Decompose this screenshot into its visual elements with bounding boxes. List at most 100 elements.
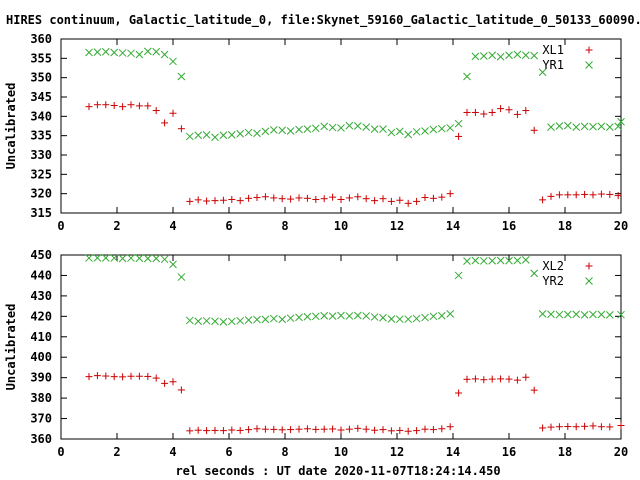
data-point xyxy=(219,196,227,204)
chart-panel-1: 0 2 4 6 8 10 12 14 16 18 20 315 320 325 330 335 340 345 35… xyxy=(4,32,628,233)
x-tick-label: 18 xyxy=(558,219,572,233)
data-point xyxy=(160,50,169,59)
y-tick-label: 350 xyxy=(30,71,52,85)
data-point xyxy=(211,133,219,142)
data-point xyxy=(203,197,211,205)
y-tick-label: 335 xyxy=(30,129,52,143)
data-point xyxy=(530,51,539,60)
data-point xyxy=(261,425,269,433)
data-point xyxy=(555,310,564,319)
data-point xyxy=(362,312,371,320)
data-point xyxy=(143,47,152,56)
data-point xyxy=(101,254,110,262)
data-point xyxy=(219,317,228,326)
x-tick-label: 16 xyxy=(502,219,516,233)
x-tick-label: 4 xyxy=(169,219,176,233)
y-tick-label: 370 xyxy=(30,412,52,426)
data-point xyxy=(513,256,522,265)
data-point xyxy=(413,197,421,205)
data-point xyxy=(354,193,362,201)
data-point xyxy=(387,197,395,205)
data-point xyxy=(286,127,295,135)
data-point xyxy=(513,50,522,59)
data-point xyxy=(413,427,421,435)
data-point xyxy=(228,195,236,203)
data-point xyxy=(261,315,270,324)
x-tick-label: 10 xyxy=(334,445,348,459)
data-point xyxy=(497,105,505,113)
data-point xyxy=(580,311,589,319)
data-point xyxy=(127,254,135,262)
data-point xyxy=(245,426,253,434)
data-point xyxy=(219,131,228,140)
data-point xyxy=(152,107,160,115)
data-point xyxy=(479,257,488,265)
data-point xyxy=(563,121,572,130)
data-point xyxy=(236,197,244,205)
data-point xyxy=(404,427,412,435)
data-point xyxy=(127,372,135,380)
data-point xyxy=(513,376,521,384)
series-XL2 xyxy=(85,372,625,435)
data-point xyxy=(102,372,110,380)
data-point xyxy=(522,373,530,381)
data-point xyxy=(387,128,396,137)
data-point xyxy=(379,195,387,203)
data-point xyxy=(337,311,345,320)
data-point xyxy=(605,123,614,132)
data-point xyxy=(581,190,589,198)
data-point xyxy=(463,72,471,81)
data-point xyxy=(471,256,480,265)
data-point xyxy=(110,102,118,110)
data-point xyxy=(589,310,597,319)
data-point xyxy=(328,123,337,132)
data-point xyxy=(194,426,202,434)
series-YR2 xyxy=(85,254,625,326)
data-point xyxy=(354,424,362,432)
x-tick-label: 8 xyxy=(281,219,288,233)
data-point xyxy=(161,119,169,127)
data-point xyxy=(278,195,286,203)
data-point xyxy=(278,315,287,324)
data-point xyxy=(455,389,463,397)
data-point xyxy=(144,102,152,110)
data-point xyxy=(93,254,102,262)
legend-label: XL1 xyxy=(542,43,564,57)
data-point xyxy=(421,194,429,202)
x-tick-label: 14 xyxy=(446,445,460,459)
data-point xyxy=(547,123,555,132)
data-point xyxy=(236,129,245,138)
data-point xyxy=(437,124,446,133)
data-point xyxy=(144,372,152,380)
data-point xyxy=(371,197,379,205)
data-point xyxy=(446,124,455,132)
data-point xyxy=(605,311,614,319)
data-point xyxy=(606,190,614,198)
data-point xyxy=(371,426,379,434)
y-tick-label: 410 xyxy=(30,330,52,344)
data-point xyxy=(303,312,312,321)
data-point xyxy=(287,426,295,434)
x-tick-label: 12 xyxy=(390,219,404,233)
data-point xyxy=(429,312,438,321)
data-point xyxy=(236,426,244,434)
data-point xyxy=(295,125,303,134)
data-point xyxy=(589,191,597,199)
data-point xyxy=(312,195,320,203)
data-point xyxy=(345,194,353,202)
data-point xyxy=(353,311,362,320)
data-point xyxy=(505,51,513,60)
data-point xyxy=(438,193,446,201)
x-tick-label: 2 xyxy=(113,219,120,233)
plot-frame xyxy=(60,254,622,440)
x-tick-label: 16 xyxy=(502,445,516,459)
data-point xyxy=(244,316,253,324)
data-point xyxy=(194,317,203,326)
data-point xyxy=(202,316,211,325)
data-point xyxy=(530,126,538,134)
data-point xyxy=(463,375,471,383)
data-point xyxy=(471,108,479,116)
data-point xyxy=(539,424,547,432)
data-point xyxy=(345,121,354,130)
